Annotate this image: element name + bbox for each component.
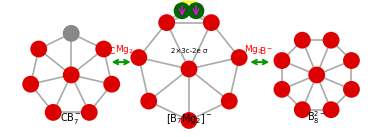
Circle shape	[343, 81, 360, 98]
Circle shape	[187, 2, 204, 19]
Circle shape	[174, 2, 191, 19]
Circle shape	[140, 93, 157, 109]
Circle shape	[158, 14, 175, 31]
Circle shape	[45, 104, 62, 121]
Circle shape	[274, 81, 290, 98]
Circle shape	[343, 52, 360, 69]
Circle shape	[81, 104, 98, 121]
Circle shape	[323, 32, 339, 49]
Circle shape	[95, 41, 112, 57]
Text: B$_8^{2-}$: B$_8^{2-}$	[307, 110, 327, 126]
Circle shape	[103, 76, 120, 93]
Text: CB$_7^-$: CB$_7^-$	[60, 111, 82, 126]
Circle shape	[294, 32, 311, 49]
Circle shape	[294, 101, 311, 118]
Circle shape	[181, 61, 197, 77]
Text: Mg$_2$: Mg$_2$	[115, 43, 134, 56]
Text: C: C	[108, 47, 115, 56]
Circle shape	[203, 14, 220, 31]
Text: Mg$_2$: Mg$_2$	[244, 43, 263, 56]
Circle shape	[22, 76, 39, 93]
Circle shape	[221, 93, 238, 109]
Circle shape	[130, 49, 147, 66]
Text: 2×3c-2e σ: 2×3c-2e σ	[171, 48, 207, 54]
Circle shape	[274, 52, 290, 69]
Circle shape	[323, 101, 339, 118]
Text: B$^-$: B$^-$	[259, 45, 273, 56]
Text: [B$_7$Mg$_2$]$^-$: [B$_7$Mg$_2$]$^-$	[166, 112, 212, 126]
Ellipse shape	[188, 0, 197, 9]
Circle shape	[231, 49, 248, 66]
Circle shape	[63, 25, 80, 42]
Circle shape	[308, 67, 325, 83]
Circle shape	[181, 112, 197, 129]
Circle shape	[63, 67, 80, 83]
Ellipse shape	[181, 0, 190, 9]
Circle shape	[30, 41, 47, 57]
